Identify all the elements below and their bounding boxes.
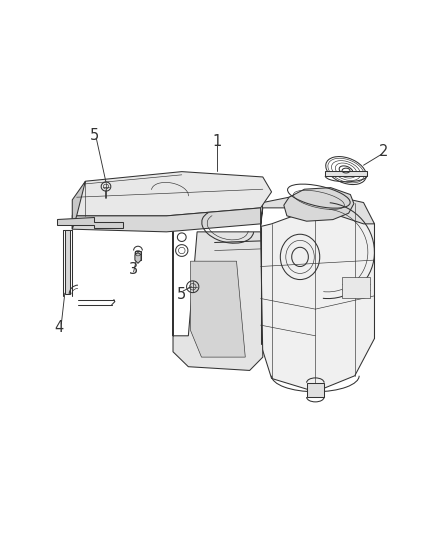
Polygon shape <box>72 208 261 232</box>
Polygon shape <box>284 188 354 221</box>
Polygon shape <box>57 217 123 228</box>
Polygon shape <box>325 171 367 176</box>
Text: 3: 3 <box>129 262 138 277</box>
Polygon shape <box>173 229 263 370</box>
Text: 4: 4 <box>54 320 64 335</box>
Polygon shape <box>135 251 141 260</box>
Polygon shape <box>307 383 324 397</box>
Polygon shape <box>135 253 141 263</box>
Polygon shape <box>191 261 245 357</box>
Polygon shape <box>65 230 70 294</box>
Text: 2: 2 <box>378 144 388 159</box>
Polygon shape <box>72 181 85 229</box>
Polygon shape <box>261 203 374 392</box>
Text: 5: 5 <box>89 128 99 143</box>
Polygon shape <box>72 172 272 216</box>
Text: 5: 5 <box>177 287 187 302</box>
Text: 1: 1 <box>212 134 222 149</box>
Polygon shape <box>261 192 374 227</box>
Polygon shape <box>342 277 370 298</box>
